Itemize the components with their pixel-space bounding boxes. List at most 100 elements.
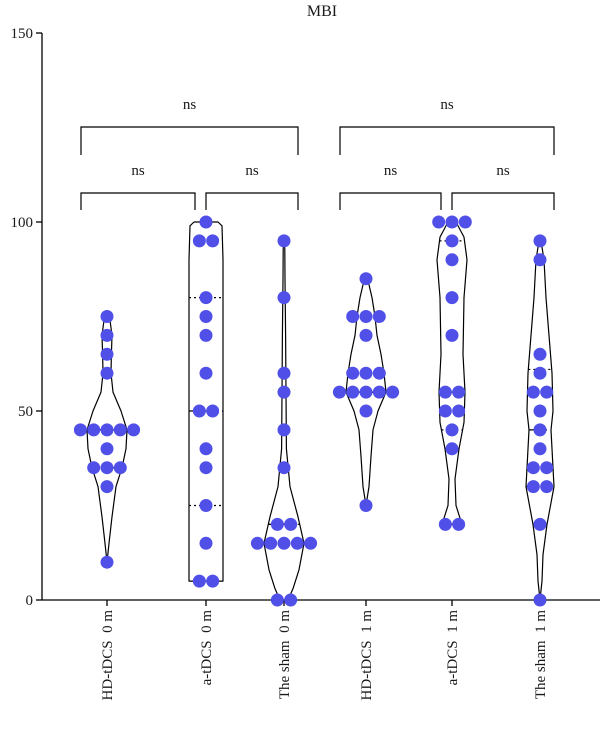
data-point — [540, 461, 554, 475]
data-point — [284, 517, 298, 531]
data-point — [100, 347, 114, 361]
comparison-label: ns — [245, 163, 259, 179]
data-points — [73, 215, 554, 607]
x-tick-label: HD-tDCS 0 m — [100, 610, 116, 701]
data-point — [445, 291, 459, 305]
data-point — [277, 461, 291, 475]
data-point — [192, 574, 206, 588]
data-point — [445, 234, 459, 248]
data-point — [533, 253, 547, 267]
data-point — [250, 536, 264, 550]
data-point — [113, 423, 127, 437]
data-point — [432, 215, 446, 229]
data-point — [87, 461, 101, 475]
comparison-label: ns — [384, 163, 398, 179]
data-point — [359, 366, 373, 380]
data-point — [100, 442, 114, 456]
data-point — [533, 423, 547, 437]
data-point — [206, 574, 220, 588]
y-tick-label: 100 — [11, 215, 34, 231]
x-tick-label: The sham 0 m — [277, 610, 293, 699]
comparison-label: ns — [496, 163, 510, 179]
data-point — [526, 480, 540, 494]
data-point — [270, 517, 284, 531]
data-point — [359, 499, 373, 512]
data-point — [192, 404, 206, 418]
data-point — [533, 517, 547, 531]
data-point — [346, 385, 360, 399]
violin-outline — [188, 221, 224, 582]
data-point — [533, 404, 547, 418]
data-point — [533, 366, 547, 380]
data-point — [438, 517, 452, 531]
y-tick-label: 0 — [26, 593, 34, 609]
data-point — [346, 366, 360, 380]
data-point — [206, 404, 220, 418]
comparison-bracket — [205, 192, 299, 210]
comparison-label: ns — [440, 97, 454, 113]
data-point — [199, 366, 213, 380]
data-point — [270, 593, 284, 607]
data-point — [359, 272, 373, 286]
data-point — [372, 310, 386, 323]
data-point — [452, 404, 466, 418]
comparison-label: ns — [131, 163, 145, 179]
data-point — [452, 385, 466, 399]
data-point — [199, 215, 213, 229]
data-point — [277, 385, 291, 399]
data-point — [87, 423, 101, 437]
data-point — [290, 536, 304, 550]
data-point — [445, 442, 459, 456]
violins — [86, 221, 555, 601]
comparison-bracket — [339, 192, 442, 210]
data-point — [533, 442, 547, 456]
x-tick-label: a-tDCS 0 m — [199, 610, 215, 686]
data-point — [445, 328, 459, 342]
data-point — [127, 423, 141, 437]
data-point — [284, 593, 298, 607]
data-point — [526, 385, 540, 399]
data-point — [533, 593, 547, 607]
data-point — [100, 310, 114, 323]
data-point — [332, 385, 346, 399]
data-point — [386, 385, 400, 399]
data-point — [438, 385, 452, 399]
comparison-bracket — [451, 192, 555, 210]
data-point — [452, 517, 466, 531]
data-point — [100, 480, 114, 494]
data-point — [445, 423, 459, 437]
y-tick-label: 150 — [11, 26, 34, 42]
data-point — [277, 536, 291, 550]
data-point — [533, 234, 547, 248]
data-point — [100, 555, 114, 569]
data-point — [277, 423, 291, 437]
data-point — [372, 366, 386, 380]
data-point — [533, 347, 547, 361]
data-point — [206, 234, 220, 248]
violin-outline — [525, 240, 555, 601]
comparison-label: ns — [183, 97, 197, 113]
data-point — [192, 234, 206, 248]
data-point — [346, 310, 360, 323]
chart-title: MBI — [307, 3, 337, 20]
significance-brackets: ns ns ns ns ns ns — [80, 97, 555, 210]
data-point — [277, 291, 291, 305]
data-point — [540, 385, 554, 399]
data-point — [445, 253, 459, 267]
data-point — [100, 366, 114, 380]
data-point — [264, 536, 278, 550]
data-point — [359, 404, 373, 418]
data-point — [445, 215, 459, 229]
axes: 0 50 100 150 HD-tDCS 0 m a-tDCS 0 m The sham 0… — [11, 26, 600, 700]
data-point — [199, 499, 213, 512]
violin-outline — [436, 221, 468, 525]
data-point — [199, 310, 213, 323]
comparison-bracket — [80, 192, 196, 210]
data-point — [372, 385, 386, 399]
data-point — [73, 423, 87, 437]
data-point — [359, 385, 373, 399]
data-point — [277, 366, 291, 380]
data-point — [359, 328, 373, 342]
comparison-bracket — [80, 126, 299, 155]
